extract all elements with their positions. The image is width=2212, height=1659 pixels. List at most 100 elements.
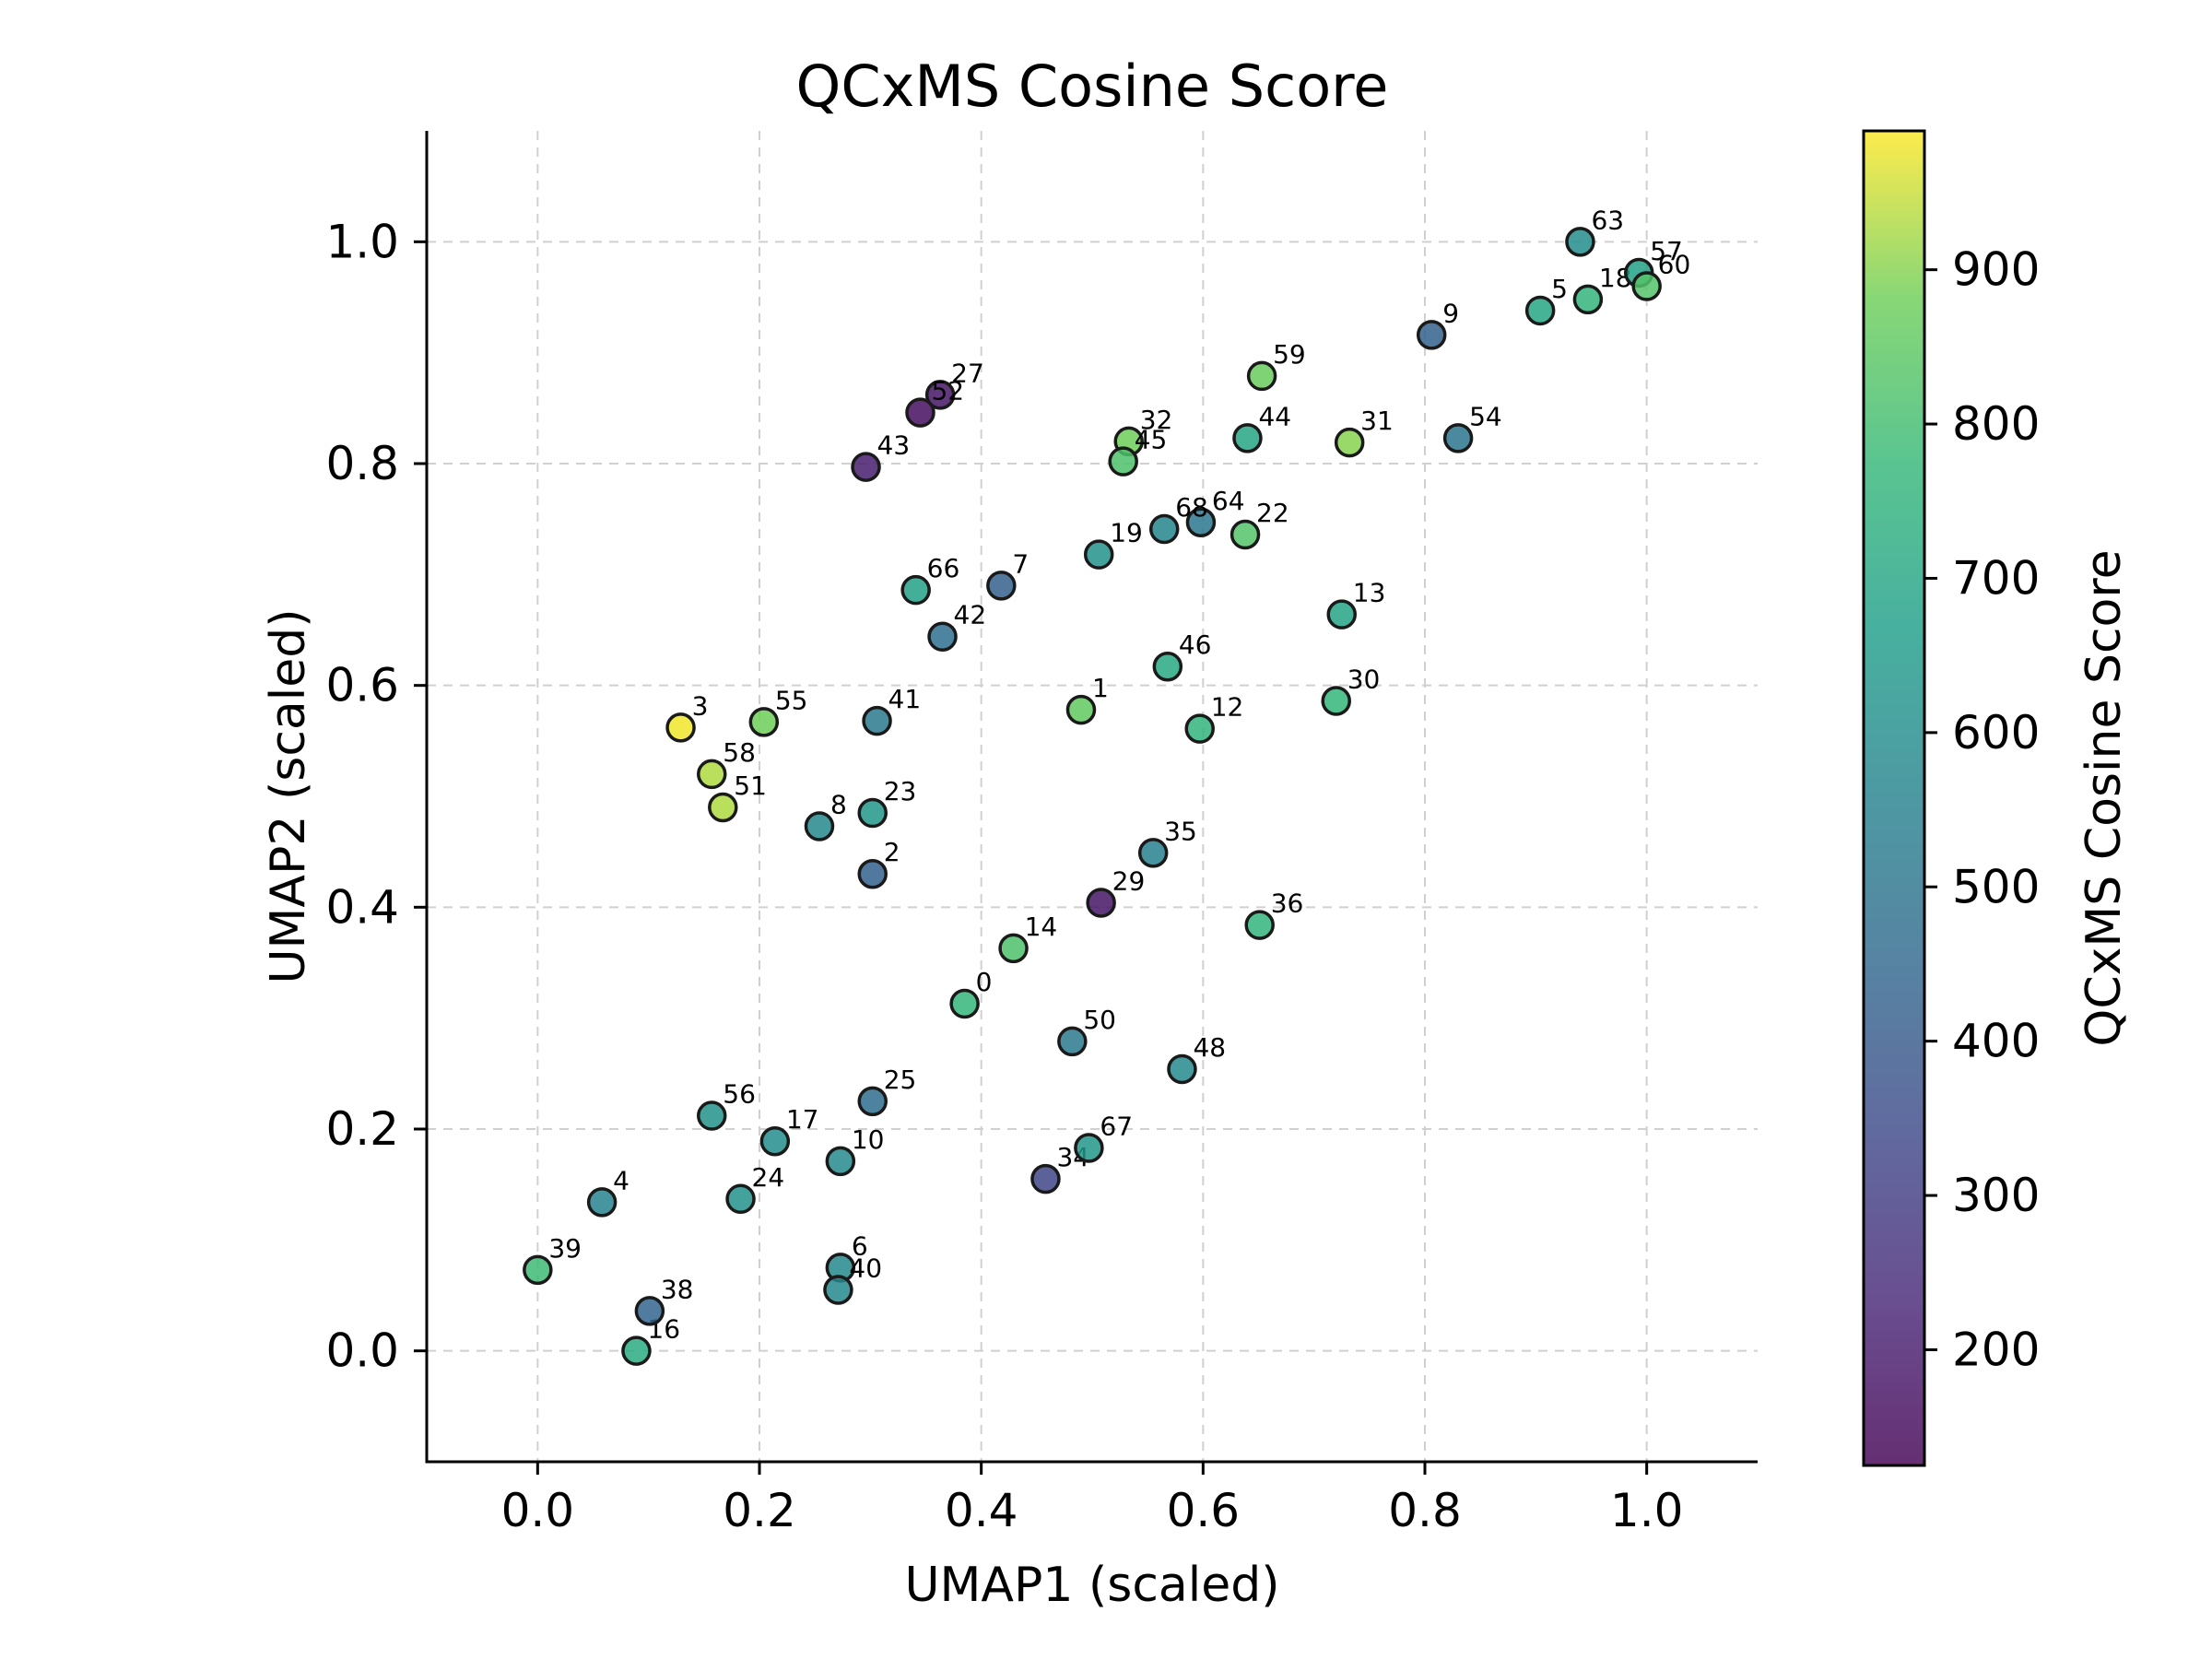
scatter-point xyxy=(1030,1163,1061,1194)
point-label: 7 xyxy=(1012,548,1029,579)
scatter-point xyxy=(804,811,835,841)
scatter-point xyxy=(1631,271,1662,301)
colorbar-tick-label: 500 xyxy=(1952,860,2040,913)
scatter-point xyxy=(924,380,956,410)
x-axis-label: UMAP1 (scaled) xyxy=(904,1558,1279,1613)
point-label: 17 xyxy=(786,1104,819,1135)
scatter-point xyxy=(986,571,1017,601)
point-label: 24 xyxy=(752,1162,785,1193)
point-label: 12 xyxy=(1211,692,1244,723)
scatter-point xyxy=(697,759,727,790)
plot-axes xyxy=(425,131,1758,1464)
point-label: 50 xyxy=(1083,1005,1116,1035)
point-label: 68 xyxy=(1175,492,1208,523)
point-label: 5 xyxy=(1551,274,1568,304)
point-label: 9 xyxy=(1442,298,1459,328)
point-label: 52 xyxy=(931,376,964,406)
colorbar-ticks: 200 300 400 500 600 700 800 900 xyxy=(1924,243,2040,1376)
data-points: 0123456789101213141617181922232425272930… xyxy=(523,205,1691,1366)
y-tick-label: 0.4 xyxy=(325,880,399,934)
chart-title: QCxMS Cosine Score xyxy=(796,53,1389,120)
point-label: 55 xyxy=(775,685,808,715)
point-label: 8 xyxy=(830,789,847,819)
point-label: 42 xyxy=(954,600,987,630)
point-label: 23 xyxy=(884,776,917,806)
point-label: 32 xyxy=(1140,405,1173,435)
point-label: 31 xyxy=(1360,406,1394,436)
colorbar-tick-label: 400 xyxy=(1952,1015,2040,1068)
colorbar-tick-label: 300 xyxy=(1952,1169,2040,1222)
point-label: 67 xyxy=(1100,1111,1133,1141)
point-label: 3 xyxy=(692,690,709,721)
scatter-point xyxy=(1137,838,1169,868)
scatter-point xyxy=(1334,427,1365,458)
scatter-point xyxy=(586,1187,618,1218)
x-tick-label: 1.0 xyxy=(1610,1484,1684,1537)
point-label: 4 xyxy=(613,1165,629,1195)
scatter-point xyxy=(1152,651,1183,682)
scatter-point xyxy=(1232,423,1263,453)
scatter-point xyxy=(823,1275,853,1305)
scatter-point xyxy=(1108,446,1138,477)
point-label: 60 xyxy=(1658,249,1691,279)
colorbar-tick-label: 700 xyxy=(1952,551,2040,605)
point-label: 57 xyxy=(1650,236,1683,266)
point-label: 10 xyxy=(852,1124,885,1155)
point-label: 13 xyxy=(1353,578,1386,608)
scatter-point xyxy=(1057,1026,1088,1057)
scatter-point xyxy=(759,1125,791,1157)
scatter-point xyxy=(857,858,888,889)
point-label: 56 xyxy=(723,1079,756,1110)
scatter-point xyxy=(1074,1133,1104,1163)
scatter-point xyxy=(1230,519,1261,550)
point-label: 27 xyxy=(951,358,984,388)
scatter-point xyxy=(927,621,958,652)
scatter-point xyxy=(708,792,738,823)
colorbar-label: QCxMS Cosine Score xyxy=(2077,549,2132,1046)
scatter-point xyxy=(825,1146,856,1177)
point-label: 36 xyxy=(1271,888,1304,919)
point-label: 35 xyxy=(1164,816,1197,846)
point-label: 48 xyxy=(1193,1032,1226,1063)
scatter-point xyxy=(697,1100,727,1131)
point-label: 46 xyxy=(1179,629,1212,660)
point-label: 30 xyxy=(1347,665,1381,695)
scatter-point xyxy=(1083,539,1114,570)
scatter-point xyxy=(634,1296,665,1326)
scatter-point xyxy=(1246,360,1277,392)
scatter-point xyxy=(748,707,780,737)
point-label: 44 xyxy=(1258,401,1291,431)
point-label: 25 xyxy=(884,1065,917,1095)
scatter-point xyxy=(1244,910,1275,940)
scatter-point xyxy=(1184,713,1215,744)
scatter-point xyxy=(1321,686,1351,716)
y-tick-label: 0.8 xyxy=(325,437,399,490)
point-label: 0 xyxy=(976,967,993,997)
point-label: 19 xyxy=(1110,518,1143,548)
scatter-point xyxy=(621,1335,652,1366)
scatter-point xyxy=(665,712,696,743)
point-label: 1 xyxy=(1092,673,1109,703)
x-tick-label: 0.8 xyxy=(1388,1484,1462,1537)
point-label: 38 xyxy=(661,1274,694,1304)
point-label: 64 xyxy=(1212,486,1245,516)
colorbar-tick-label: 900 xyxy=(1952,243,2040,297)
colorbar-tick-label: 800 xyxy=(1952,397,2040,451)
point-label: 63 xyxy=(1591,205,1624,235)
scatter-point xyxy=(1326,599,1357,629)
point-label: 43 xyxy=(877,430,911,461)
point-label: 66 xyxy=(927,553,960,583)
point-label: 14 xyxy=(1025,912,1058,942)
y-tick-label: 1.0 xyxy=(325,215,399,268)
point-label: 29 xyxy=(1112,866,1146,897)
scatter-point xyxy=(1572,284,1604,315)
colorbar: 200 300 400 500 600 700 800 900 QCxMS Cosine Sc… xyxy=(1862,129,2132,1467)
point-label: 40 xyxy=(849,1253,882,1283)
scatter-point xyxy=(862,705,892,736)
gridlines xyxy=(427,131,1758,1462)
scatter-point xyxy=(857,797,888,829)
point-label: 41 xyxy=(888,684,922,714)
scatter-point xyxy=(857,1086,888,1117)
scatter-point xyxy=(1185,507,1217,538)
